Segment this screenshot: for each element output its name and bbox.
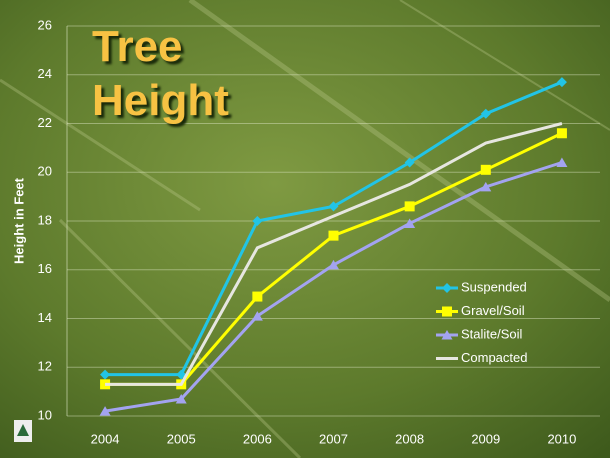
marker (404, 157, 415, 168)
x-tick-label: 2005 (167, 431, 196, 446)
marker (251, 311, 263, 321)
marker (252, 216, 263, 226)
marker (442, 306, 452, 317)
marker (99, 406, 111, 416)
series-line (105, 122, 563, 386)
marker (480, 108, 491, 119)
marker (100, 369, 111, 380)
x-tick-label: 2007 (319, 431, 348, 446)
x-tick-label: 2004 (91, 431, 120, 446)
legend-label: Compacted (461, 350, 527, 365)
legend-label: Stalite/Soil (461, 326, 523, 341)
marker (556, 77, 567, 88)
x-tick-label: 2006 (243, 431, 272, 446)
y-tick-label: 12 (38, 359, 52, 374)
marker (404, 201, 415, 212)
marker (442, 283, 452, 293)
marker (556, 157, 568, 167)
chart-title: Tree Height (92, 22, 229, 125)
marker (328, 201, 339, 212)
y-tick-label: 18 (38, 212, 52, 227)
legend-label: Gravel/Soil (461, 303, 525, 318)
marker (328, 230, 339, 241)
x-tick-label: 2009 (471, 431, 500, 446)
x-tick-label: 2010 (547, 431, 576, 446)
marker (404, 218, 416, 228)
y-tick-label: 22 (38, 115, 52, 130)
y-tick-label: 26 (38, 17, 52, 32)
marker (441, 330, 453, 340)
marker (252, 291, 263, 302)
y-tick-label: 14 (38, 310, 52, 325)
y-axis-label: Height in Feet (11, 177, 26, 264)
y-tick-label: 24 (38, 66, 52, 81)
y-tick-label: 20 (38, 164, 52, 179)
legend-label: Suspended (461, 279, 527, 294)
marker (480, 181, 492, 192)
logo (14, 420, 32, 442)
x-tick-label: 2008 (395, 431, 424, 446)
y-tick-label: 10 (38, 407, 52, 422)
marker (556, 128, 567, 139)
marker (175, 393, 187, 404)
marker (480, 164, 491, 175)
marker (328, 259, 339, 270)
y-tick-label: 16 (38, 261, 52, 276)
